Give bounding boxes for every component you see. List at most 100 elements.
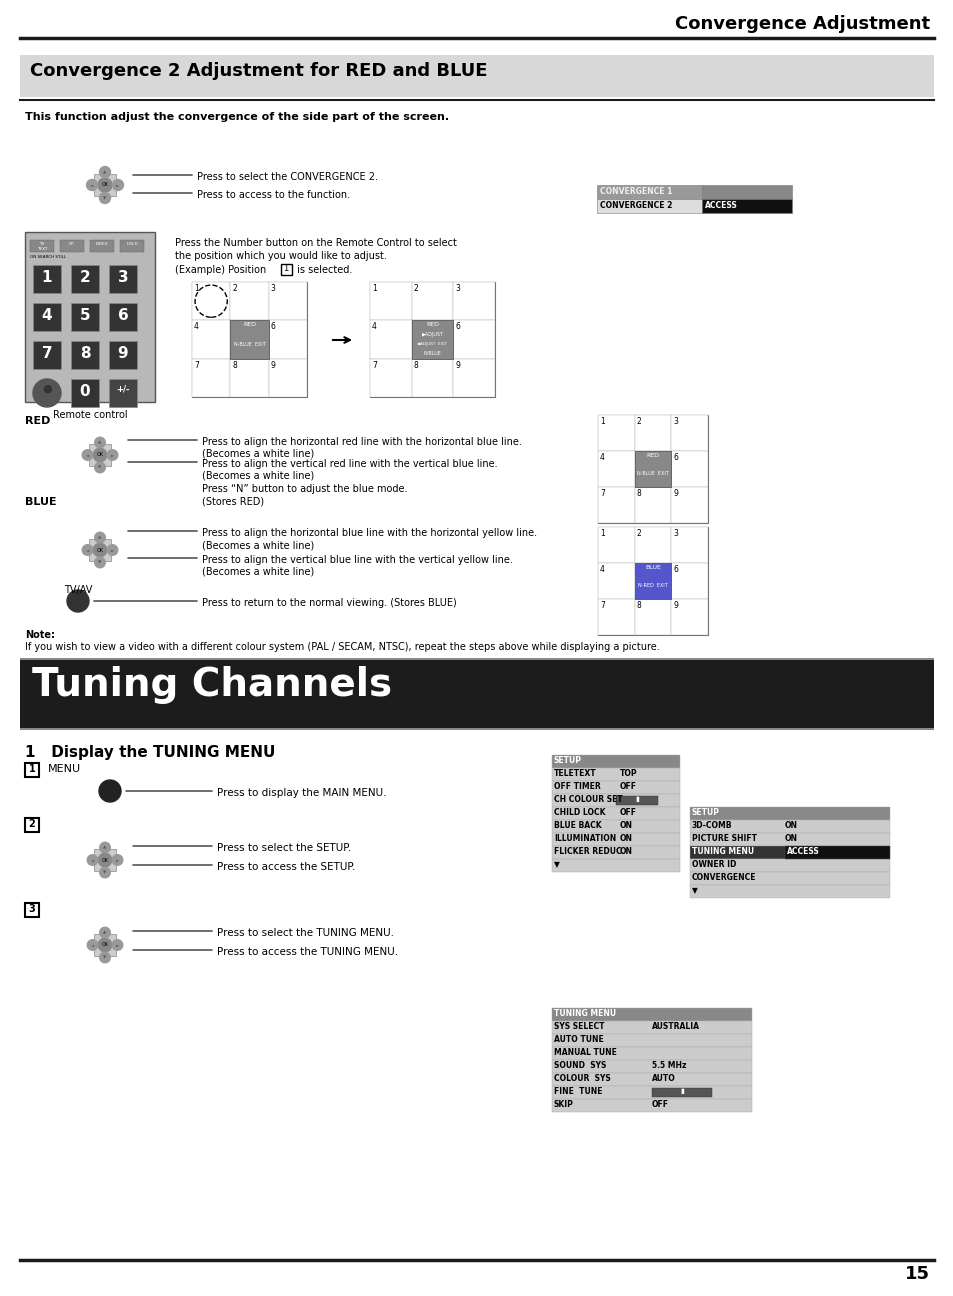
Text: Press “N” button to adjust the blue mode.: Press “N” button to adjust the blue mode…	[202, 483, 407, 494]
Bar	[20, 54, 933, 97]
Bar	[33, 341, 61, 369]
Text: ◀ADJUST  EXIT: ◀ADJUST EXIT	[417, 342, 447, 346]
Bar	[598, 415, 634, 451]
Bar	[689, 846, 889, 859]
Bar	[71, 341, 99, 369]
Text: Press to align the horizontal blue line with the horizontal yellow line.: Press to align the horizontal blue line …	[202, 527, 537, 538]
Bar	[552, 1060, 751, 1073]
Bar	[634, 451, 671, 487]
Text: FLICKER REDUC.: FLICKER REDUC.	[554, 848, 624, 855]
Bar	[90, 445, 111, 465]
Bar	[71, 303, 99, 330]
Text: 8: 8	[80, 346, 91, 362]
Bar	[634, 415, 671, 451]
Circle shape	[94, 557, 105, 568]
Circle shape	[93, 543, 107, 557]
Text: 9: 9	[673, 601, 678, 610]
Text: 8: 8	[233, 360, 237, 369]
Bar	[60, 240, 84, 251]
Text: OFF: OFF	[619, 781, 637, 791]
Text: 3: 3	[455, 284, 459, 293]
Circle shape	[94, 463, 105, 473]
Text: 3: 3	[673, 417, 678, 426]
Text: This function adjust the convergence of the side part of the screen.: This function adjust the convergence of …	[25, 111, 449, 122]
Bar	[552, 1008, 751, 1021]
Text: ▼: ▼	[98, 560, 101, 565]
Bar	[453, 320, 495, 359]
Text: 15: 15	[904, 1265, 929, 1283]
Text: RED: RED	[426, 323, 438, 328]
Text: 9: 9	[673, 489, 678, 498]
Text: TOP: TOP	[619, 769, 637, 778]
Text: TUNING MENU: TUNING MENU	[691, 848, 753, 855]
Text: 3: 3	[673, 529, 678, 538]
Bar	[453, 283, 495, 320]
Circle shape	[100, 953, 111, 963]
Bar	[93, 174, 116, 196]
Text: Remote control: Remote control	[52, 410, 127, 420]
Bar	[370, 359, 412, 397]
Bar	[412, 359, 453, 397]
Text: 3: 3	[29, 905, 35, 914]
Bar	[25, 818, 39, 832]
Bar	[192, 320, 230, 359]
Bar	[689, 820, 889, 833]
Text: Press to align the vertical red line with the vertical blue line.: Press to align the vertical red line wit…	[202, 459, 497, 469]
Text: the position which you would like to adjust.: the position which you would like to adj…	[174, 251, 387, 260]
Text: ◄: ◄	[86, 454, 89, 457]
Text: OK: OK	[101, 942, 109, 947]
Text: 5.5 MHz: 5.5 MHz	[651, 1061, 686, 1070]
Text: COLOUR  SYS: COLOUR SYS	[554, 1074, 610, 1083]
Text: ▲: ▲	[103, 845, 107, 849]
Text: 9: 9	[271, 360, 275, 369]
Bar	[598, 599, 634, 635]
Bar	[552, 1099, 751, 1112]
Text: OK: OK	[96, 452, 103, 457]
Bar	[689, 807, 889, 820]
Text: +/-: +/-	[116, 384, 130, 393]
Text: RED: RED	[25, 416, 51, 426]
Text: ON: ON	[784, 820, 797, 829]
Text: 1: 1	[372, 284, 376, 293]
Circle shape	[107, 450, 117, 460]
Text: ▶ADJUST: ▶ADJUST	[421, 332, 443, 337]
Text: ●: ●	[42, 384, 51, 394]
Text: TUNING MENU: TUNING MENU	[554, 1010, 616, 1017]
Bar	[552, 1073, 751, 1086]
Circle shape	[33, 378, 61, 407]
Text: 2: 2	[414, 284, 418, 293]
Bar	[634, 527, 671, 562]
Bar	[269, 359, 307, 397]
Text: ▼: ▼	[103, 955, 107, 959]
Bar	[634, 562, 671, 599]
Bar	[412, 320, 453, 359]
Circle shape	[100, 867, 111, 877]
Bar	[94, 934, 115, 956]
Text: 1: 1	[29, 765, 35, 774]
Text: CONVERGENCE: CONVERGENCE	[691, 874, 756, 883]
Bar	[552, 1034, 751, 1047]
Text: HOLD: HOLD	[126, 242, 137, 246]
Bar	[552, 781, 679, 794]
Text: ACCESS: ACCESS	[704, 201, 737, 210]
Text: is selected.: is selected.	[294, 264, 352, 275]
Text: ▮: ▮	[635, 796, 639, 802]
Bar	[634, 487, 671, 524]
Text: ▼: ▼	[691, 886, 698, 896]
Text: 6: 6	[271, 323, 275, 332]
Bar	[701, 185, 791, 200]
Text: ON SEARCH STILL: ON SEARCH STILL	[30, 255, 66, 259]
Bar	[230, 320, 269, 359]
Text: 7: 7	[193, 360, 198, 369]
Text: Press to return to the normal viewing. (Stores BLUE): Press to return to the normal viewing. (…	[202, 597, 456, 608]
Text: Press to select the CONVERGENCE 2.: Press to select the CONVERGENCE 2.	[196, 172, 377, 181]
Bar	[671, 487, 707, 524]
Bar	[94, 849, 115, 871]
Text: 3: 3	[117, 270, 128, 285]
Text: Press to access the SETUP.: Press to access the SETUP.	[216, 862, 355, 872]
Text: (Stores RED): (Stores RED)	[202, 496, 264, 507]
Circle shape	[107, 544, 117, 555]
Text: 2: 2	[233, 284, 237, 293]
Circle shape	[99, 166, 111, 178]
Text: RED: RED	[243, 323, 255, 328]
